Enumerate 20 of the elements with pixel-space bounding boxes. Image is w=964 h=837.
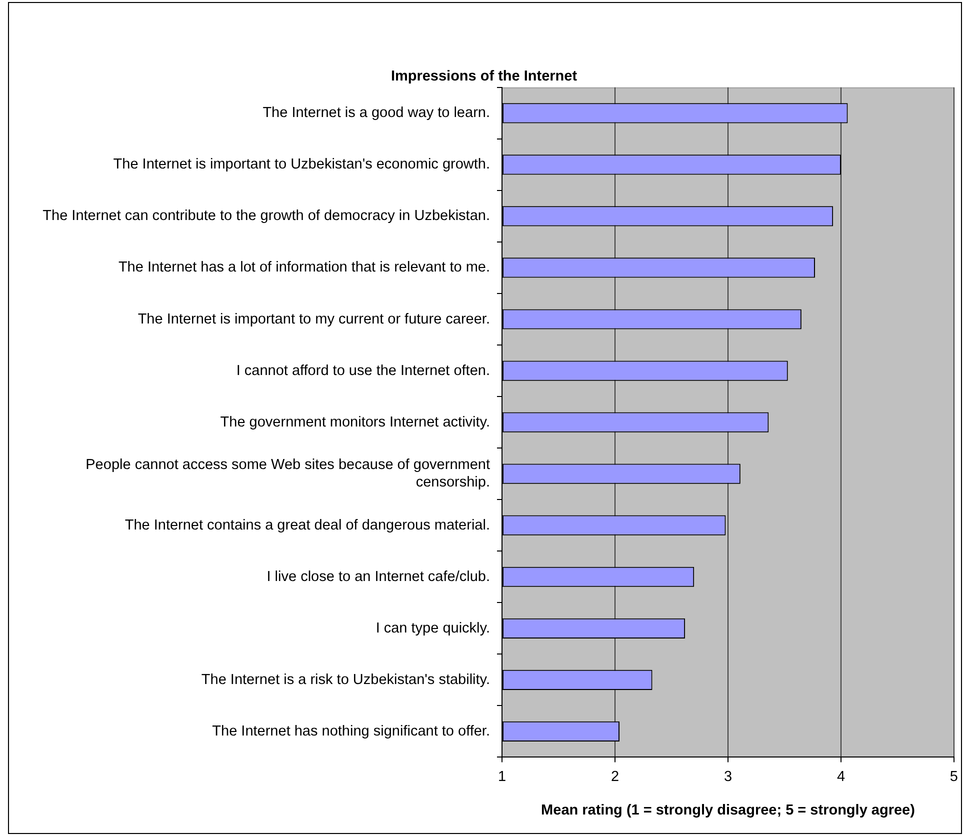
y-tick-label: I live close to an Internet cafe/club. xyxy=(266,568,490,585)
y-tick-label: The government monitors Internet activity. xyxy=(220,414,490,430)
y-tick-label: I can type quickly. xyxy=(376,620,490,636)
x-axis-title: Mean rating (1 = strongly disagree; 5 = strongly agree) xyxy=(541,802,916,818)
x-tick-label: 5 xyxy=(950,768,958,785)
y-tick-label: People cannot access some Web sites because of government censorship. xyxy=(86,457,490,491)
y-tick-label: The Internet has a lot of information that is relevant to me. xyxy=(118,260,490,276)
y-tick-label: I cannot afford to use the Internet often. xyxy=(236,362,490,379)
x-tick-label: 1 xyxy=(498,768,506,785)
x-tick-label: 3 xyxy=(724,768,732,785)
x-tick-label: 2 xyxy=(610,768,620,785)
y-tick-label: The Internet is a risk to Uzbekistan's stability. xyxy=(201,672,490,688)
y-tick-label: The Internet can contribute to the growth of democracy in Uzbekistan. xyxy=(42,208,490,224)
y-tick-label: The Internet contains a great deal of dangerous material. xyxy=(124,517,490,534)
y-tick-label: The Internet is important to Uzbekistan's economic growth. xyxy=(113,156,490,173)
y-tick-label: The Internet is important to my current or future career. xyxy=(138,311,490,328)
y-tick-label: The Internet is a good way to learn. xyxy=(262,105,490,122)
x-tick-label: 4 xyxy=(836,768,846,785)
y-tick-label: The Internet has nothing significant to offer. xyxy=(212,723,490,740)
chart-title: Impressions of the Internet xyxy=(390,68,578,85)
